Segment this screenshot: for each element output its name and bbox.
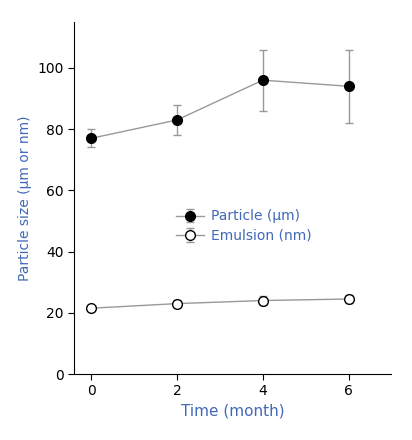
Legend: Particle (μm), Emulsion (nm): Particle (μm), Emulsion (nm) <box>176 209 311 243</box>
Y-axis label: Particle size (μm or nm): Particle size (μm or nm) <box>18 115 32 281</box>
X-axis label: Time (month): Time (month) <box>181 404 285 419</box>
